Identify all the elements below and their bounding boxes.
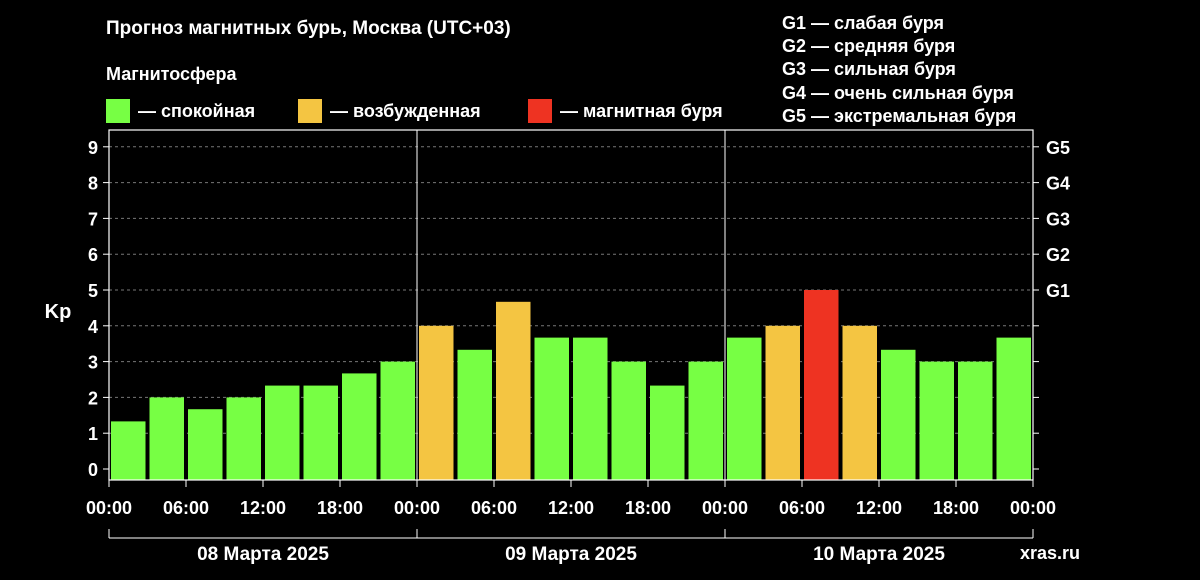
kp-bar	[919, 361, 954, 480]
watermark: xras.ru	[1020, 543, 1080, 563]
kp-bar	[226, 397, 261, 480]
x-tick-label: 12:00	[548, 498, 594, 518]
kp-bar	[842, 325, 877, 480]
kp-bar	[804, 290, 839, 480]
g-scale-item-g3: G3 — сильная буря	[782, 59, 956, 80]
y-tick-label: 8	[88, 174, 98, 194]
kp-bar	[650, 385, 685, 480]
y-tick-label: 6	[88, 245, 98, 265]
legend-label-storm: — магнитная буря	[560, 100, 723, 121]
x-tick-label: 06:00	[163, 498, 209, 518]
kp-bar	[380, 361, 415, 480]
day-label: 10 Марта 2025	[813, 544, 945, 565]
g-level-label: G1	[1046, 281, 1070, 301]
g-level-label: G3	[1046, 209, 1070, 229]
kp-bar	[996, 337, 1031, 480]
x-tick-label: 00:00	[702, 498, 748, 518]
kp-bar	[765, 325, 800, 480]
kp-bar	[457, 349, 492, 480]
x-tick-label: 00:00	[86, 498, 132, 518]
legend-item-quiet: — спокойная	[106, 98, 255, 124]
kp-bar	[265, 385, 300, 480]
day-label: 08 Марта 2025	[197, 544, 329, 565]
kp-bar	[611, 361, 646, 480]
kp-bar	[727, 337, 762, 480]
legend-label-quiet: — спокойная	[138, 100, 256, 121]
x-tick-label: 06:00	[471, 498, 517, 518]
legend-swatch-storm	[528, 99, 552, 123]
kp-bar	[111, 421, 146, 480]
kp-bar	[881, 349, 916, 480]
legend-item-storm: — магнитная буря	[528, 98, 723, 124]
legend-label-active: — возбужденная	[330, 100, 481, 121]
kp-bar	[149, 397, 184, 480]
day-label: 09 Марта 2025	[505, 544, 637, 565]
kp-bar	[342, 373, 377, 480]
g-scale-item-g2: G2 — средняя буря	[782, 36, 956, 57]
legend-swatch-quiet	[106, 99, 130, 123]
y-tick-label: 3	[88, 353, 98, 373]
y-tick-label: 0	[88, 460, 98, 480]
g-scale-item-g1: G1 — слабая буря	[782, 13, 945, 33]
kp-bar	[688, 361, 723, 480]
g-level-label: G4	[1046, 174, 1070, 194]
y-tick-label: 7	[88, 209, 98, 229]
x-tick-label: 00:00	[394, 498, 440, 518]
magnetosphere-label: Магнитосфера	[106, 64, 237, 84]
kp-bar	[958, 361, 993, 480]
legend-swatch-active	[298, 99, 322, 123]
kp-bar	[496, 301, 531, 480]
legend-item-active: — возбужденная	[298, 98, 481, 124]
g-scale-legend: G1 — слабая буря G2 — средняя буря G3 — …	[782, 12, 1016, 128]
y-tick-label: 9	[88, 138, 98, 158]
y-tick-label: 5	[88, 281, 98, 301]
x-tick-label: 18:00	[933, 498, 979, 518]
kp-bar	[419, 325, 454, 480]
kp-bar	[188, 409, 223, 480]
x-tick-label: 18:00	[317, 498, 363, 518]
x-tick-label: 12:00	[240, 498, 286, 518]
kp-bar	[534, 337, 569, 480]
g-scale-item-g5: G5 — экстремальная буря	[782, 105, 1017, 126]
x-tick-label: 00:00	[1010, 498, 1056, 518]
g-level-label: G5	[1046, 138, 1070, 158]
x-tick-label: 12:00	[856, 498, 902, 518]
y-tick-label: 2	[88, 388, 98, 408]
g-level-label: G2	[1046, 245, 1070, 265]
y-axis-label: Kp	[45, 301, 72, 323]
page-title: Прогноз магнитных бурь, Москва (UTC+03)	[106, 18, 511, 39]
kp-bar	[303, 385, 338, 480]
g-scale-item-g4: G4 — очень сильная буря	[782, 82, 1014, 103]
x-tick-label: 18:00	[625, 498, 671, 518]
x-tick-label: 06:00	[779, 498, 825, 518]
y-tick-label: 4	[88, 317, 98, 337]
y-tick-label: 1	[88, 424, 98, 444]
kp-bar	[573, 337, 608, 480]
